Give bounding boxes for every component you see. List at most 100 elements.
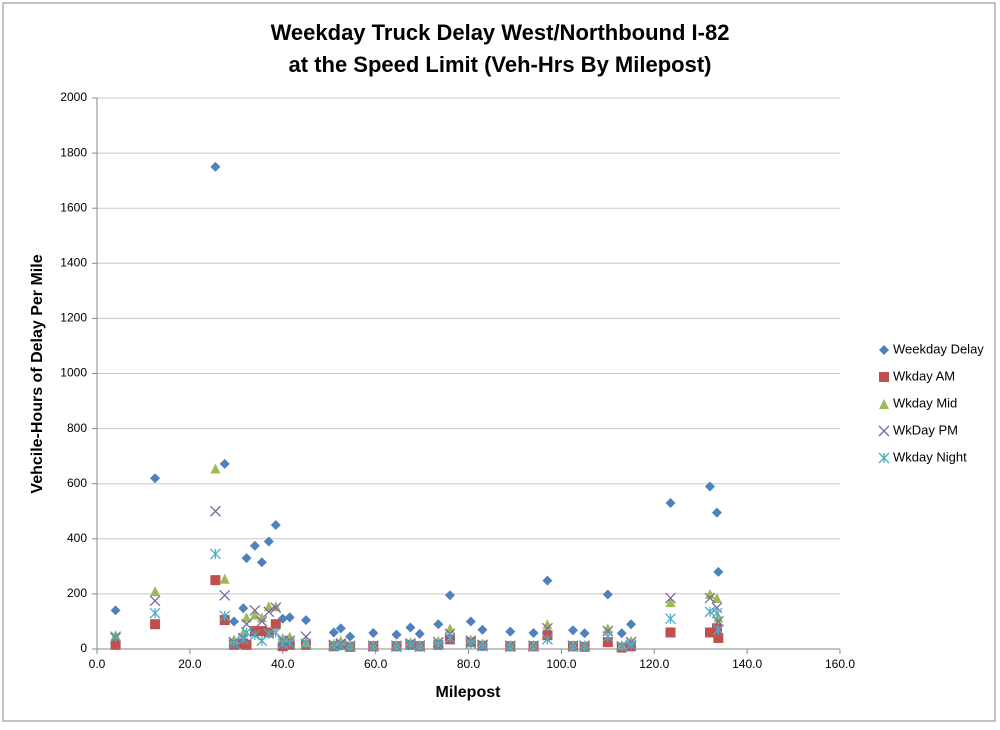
marker	[602, 623, 613, 634]
marker	[270, 520, 281, 531]
marker	[345, 631, 356, 642]
marker	[210, 161, 221, 172]
y-tick-label: 2000	[60, 90, 87, 104]
marker	[368, 628, 379, 639]
marker	[704, 627, 715, 638]
marker	[263, 628, 275, 640]
x-axis-title: Milepost	[436, 684, 502, 701]
y-tick-label: 1400	[60, 255, 87, 269]
marker	[249, 604, 261, 616]
marker	[528, 628, 539, 639]
marker	[228, 638, 240, 649]
marker	[335, 640, 347, 652]
marker	[391, 629, 402, 640]
marker	[414, 641, 426, 653]
marker	[228, 616, 239, 627]
marker	[626, 619, 637, 630]
marker	[284, 638, 296, 649]
marker	[625, 639, 637, 651]
y-tick-label: 400	[67, 531, 87, 545]
marker	[602, 589, 613, 600]
marker	[414, 628, 425, 639]
marker	[616, 641, 628, 653]
marker	[110, 639, 121, 650]
legend-label: Wkday AM	[893, 368, 955, 383]
marker	[110, 631, 122, 643]
y-tick-label: 1600	[60, 200, 87, 214]
marker	[541, 622, 553, 634]
marker	[209, 548, 221, 560]
legend-marker	[878, 425, 890, 437]
marker	[542, 575, 553, 586]
marker	[712, 624, 724, 636]
marker	[344, 641, 356, 653]
y-tick-label: 1800	[60, 145, 87, 159]
marker	[602, 637, 613, 648]
marker	[241, 618, 252, 630]
x-tick-label: 0.0	[89, 657, 106, 671]
marker	[270, 627, 282, 638]
marker	[150, 473, 161, 484]
marker	[704, 606, 716, 618]
marker	[256, 557, 267, 568]
marker	[149, 607, 161, 619]
marker	[704, 592, 716, 604]
legend-label: Wkday Mid	[893, 395, 957, 410]
marker	[665, 613, 676, 625]
legend-marker	[878, 452, 890, 464]
x-tick-label: 20.0	[178, 657, 202, 671]
marker	[465, 638, 477, 649]
marker	[241, 627, 252, 638]
marker	[711, 593, 722, 604]
marker	[210, 463, 221, 474]
marker	[477, 624, 488, 635]
x-tick-label: 60.0	[364, 657, 388, 671]
legend-label: Wkday Night	[893, 449, 967, 464]
y-axis-title: Vehcile-Hours of Delay Per Mile	[29, 254, 46, 493]
marker	[391, 641, 402, 653]
legend-label: Weekday Delay	[893, 341, 984, 356]
marker	[110, 605, 121, 616]
marker	[405, 622, 416, 633]
marker	[505, 626, 516, 637]
marker	[433, 619, 444, 630]
y-tick-label: 200	[67, 586, 87, 600]
marker	[404, 639, 416, 651]
marker	[528, 641, 539, 653]
marker	[711, 607, 723, 619]
marker	[219, 458, 230, 469]
marker	[602, 625, 614, 637]
y-tick-label: 1200	[60, 311, 87, 325]
marker	[209, 505, 221, 517]
y-tick-label: 600	[67, 476, 87, 490]
legend-marker	[879, 372, 889, 382]
marker	[465, 616, 476, 627]
marker	[713, 566, 724, 577]
chart-title: Weekday Truck Delay West/Northbound I-82	[271, 20, 730, 45]
marker	[241, 553, 252, 564]
marker	[150, 586, 161, 597]
legend-label: WkDay PM	[893, 422, 958, 437]
marker	[713, 632, 724, 643]
x-tick-label: 120.0	[639, 657, 669, 671]
marker	[602, 631, 614, 643]
marker	[328, 627, 339, 638]
marker	[335, 623, 346, 634]
marker	[665, 592, 676, 604]
x-tick-label: 40.0	[271, 657, 295, 671]
marker	[270, 602, 282, 614]
marker	[219, 573, 230, 584]
x-tick-label: 80.0	[457, 657, 481, 671]
marker	[263, 536, 274, 547]
x-tick-label: 160.0	[825, 657, 855, 671]
legend-marker	[879, 345, 889, 355]
marker	[219, 589, 231, 601]
marker	[567, 625, 578, 636]
x-tick-label: 100.0	[546, 657, 576, 671]
marker	[711, 602, 723, 614]
marker	[219, 610, 231, 622]
marker	[270, 619, 281, 630]
legend-marker	[879, 399, 889, 409]
marker	[263, 606, 275, 618]
